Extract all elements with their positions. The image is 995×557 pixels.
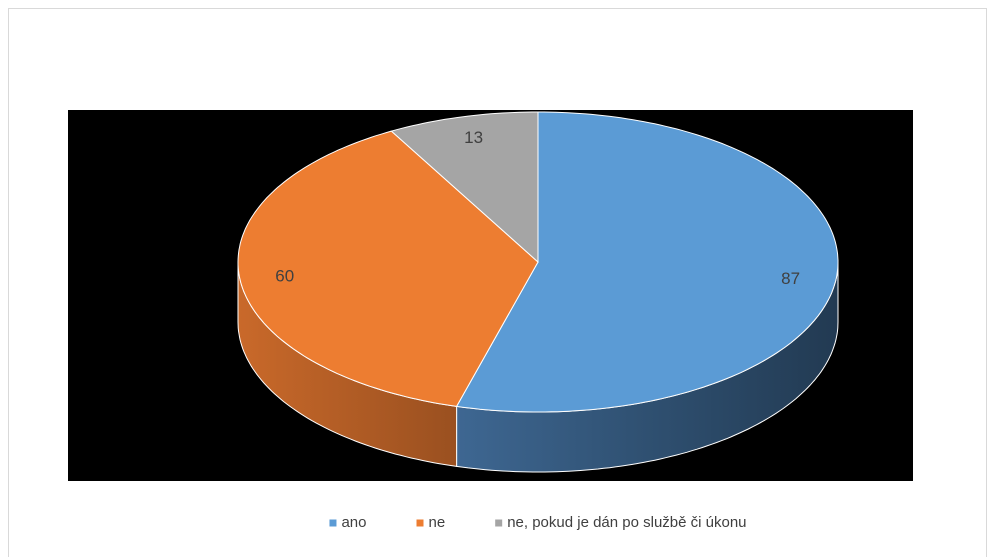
legend-item: ne: [416, 514, 446, 531]
data-label: 87: [781, 269, 800, 288]
legend-label: ne, pokud je dán po službě či úkonu: [507, 514, 746, 531]
pie: 87 60 13: [237, 111, 839, 473]
legend: ano ne ne, pokud je dán po službě či úkonu: [329, 514, 747, 531]
legend-item: ano: [329, 514, 367, 531]
slice: [390, 111, 539, 264]
legend-swatch: [329, 519, 337, 527]
data-label: 13: [464, 128, 483, 147]
legend-label: ne: [429, 514, 446, 531]
legend-label: ano: [341, 514, 366, 531]
slice: [237, 130, 539, 407]
data-label: 60: [275, 266, 294, 285]
legend-swatch: [495, 519, 503, 527]
legend-swatch: [416, 519, 424, 527]
slice: [455, 111, 839, 413]
legend-item: ne, pokud je dán po službě či úkonu: [495, 514, 747, 531]
